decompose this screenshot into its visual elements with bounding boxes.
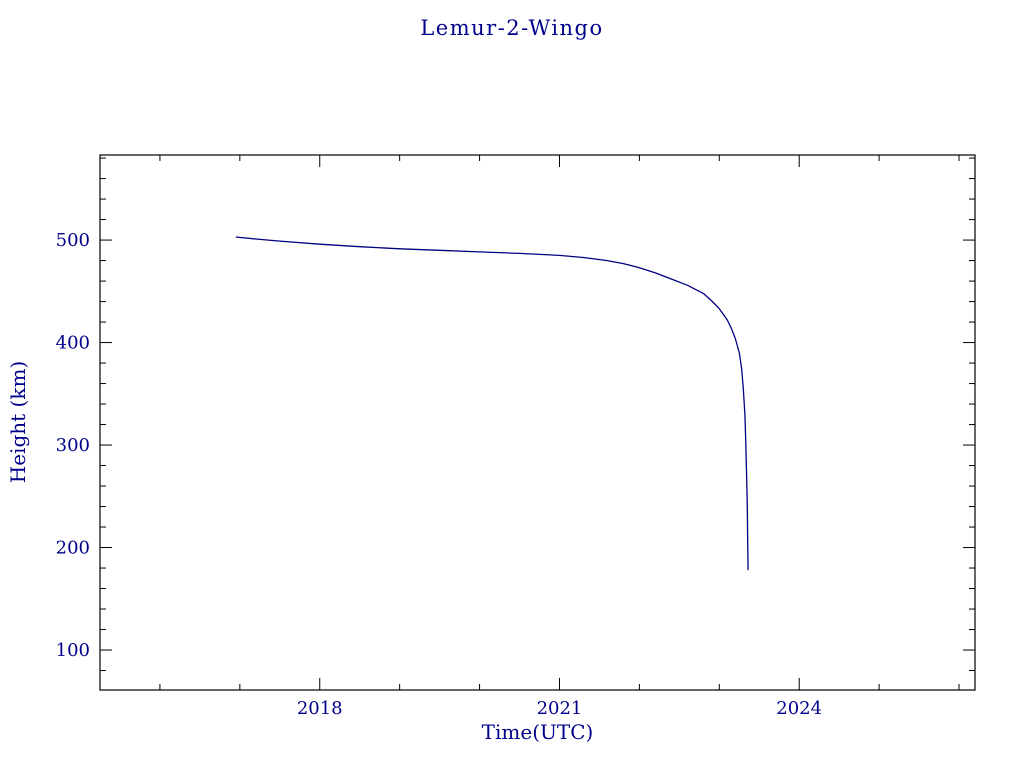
x-axis-label: Time(UTC) <box>481 720 594 744</box>
x-tick-label: 2024 <box>776 698 822 719</box>
height-decay-line <box>235 236 749 571</box>
y-axis-label: Height (km) <box>6 360 30 484</box>
y-tick-label: 400 <box>56 333 90 354</box>
plot-frame <box>99 154 976 691</box>
y-tick-label: 500 <box>56 230 90 251</box>
y-tick-label: 200 <box>56 538 90 559</box>
y-tick-label: 100 <box>56 640 90 661</box>
y-tick-label: 300 <box>56 435 90 456</box>
x-tick-label: 2021 <box>537 698 583 719</box>
x-tick-label: 2018 <box>297 698 343 719</box>
chart-title: Lemur-2-Wingo <box>420 16 604 40</box>
